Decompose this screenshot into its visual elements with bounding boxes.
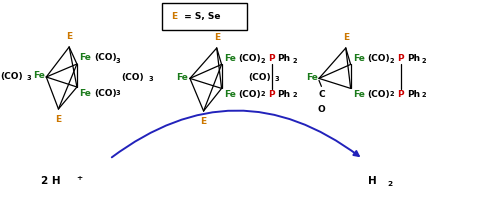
Text: E: E	[171, 12, 177, 21]
Text: O: O	[318, 105, 325, 114]
Text: 3: 3	[148, 76, 152, 82]
Text: (CO): (CO)	[94, 89, 116, 98]
Text: 3: 3	[26, 75, 31, 81]
Text: 3: 3	[115, 58, 120, 64]
Text: 2: 2	[389, 58, 393, 64]
Text: 2: 2	[292, 58, 297, 64]
Text: P: P	[397, 90, 404, 99]
Text: 2: 2	[387, 181, 393, 187]
Text: (CO): (CO)	[239, 54, 261, 63]
Text: Ph: Ph	[407, 90, 420, 99]
Text: Ph: Ph	[278, 90, 291, 99]
Text: Fe: Fe	[224, 90, 236, 99]
Text: 2: 2	[421, 92, 426, 98]
Text: 2 H: 2 H	[41, 176, 61, 186]
Text: 2: 2	[260, 91, 264, 97]
Text: (CO): (CO)	[122, 73, 144, 82]
Text: P: P	[268, 54, 275, 63]
Text: 2: 2	[389, 91, 393, 97]
Text: Fe: Fe	[177, 73, 188, 82]
Text: E: E	[66, 32, 72, 41]
Text: Fe: Fe	[33, 72, 45, 80]
Text: (CO): (CO)	[94, 53, 116, 62]
Text: +: +	[76, 175, 83, 181]
Text: Fe: Fe	[353, 90, 365, 99]
Text: Fe: Fe	[79, 89, 91, 98]
Text: C: C	[318, 90, 325, 99]
Text: E: E	[214, 33, 220, 42]
Text: = S, Se: = S, Se	[181, 12, 220, 21]
Text: E: E	[201, 117, 206, 126]
Text: (CO): (CO)	[368, 90, 390, 99]
Text: Fe: Fe	[79, 53, 91, 62]
Text: E: E	[56, 115, 61, 124]
Text: Ph: Ph	[278, 54, 291, 63]
Text: (CO): (CO)	[0, 72, 22, 80]
Text: P: P	[268, 90, 275, 99]
FancyBboxPatch shape	[162, 3, 247, 30]
Text: Ph: Ph	[407, 54, 420, 63]
Text: E: E	[343, 33, 349, 42]
Text: 3: 3	[115, 90, 120, 96]
Text: P: P	[397, 54, 404, 63]
Text: 2: 2	[421, 58, 426, 64]
FancyArrowPatch shape	[112, 111, 359, 157]
Text: 2: 2	[260, 58, 264, 64]
Text: (CO): (CO)	[248, 73, 271, 82]
Text: 2: 2	[292, 92, 297, 98]
Text: 3: 3	[275, 76, 279, 82]
Text: Fe: Fe	[224, 54, 236, 63]
Text: Fe: Fe	[306, 73, 318, 82]
Text: (CO): (CO)	[368, 54, 390, 63]
Text: Fe: Fe	[353, 54, 365, 63]
Text: H: H	[368, 176, 376, 186]
Text: (CO): (CO)	[239, 90, 261, 99]
